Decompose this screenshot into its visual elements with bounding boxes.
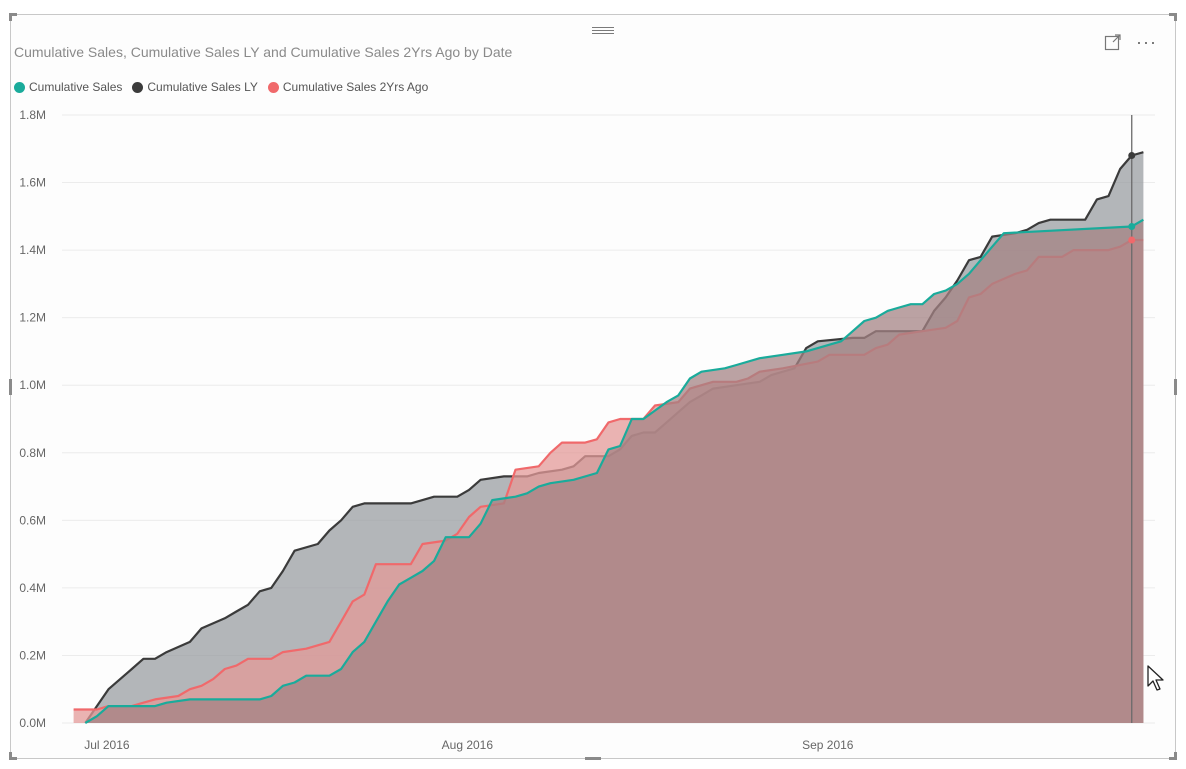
resize-handle-bottom-right[interactable]	[1169, 757, 1177, 760]
mouse-pointer-icon	[1147, 665, 1164, 691]
chart-legend: Cumulative Sales Cumulative Sales LY Cum…	[14, 80, 428, 94]
x-tick-label: Sep 2016	[802, 738, 854, 752]
y-tick-label: 1.8M	[19, 108, 46, 122]
focus-mode-icon[interactable]	[1104, 33, 1122, 51]
resize-handle-bottom-left[interactable]	[9, 757, 17, 760]
resize-handle-bottom-left-v[interactable]	[9, 752, 12, 760]
resize-handle-bottom[interactable]	[585, 757, 601, 760]
y-tick-label: 1.2M	[19, 311, 46, 325]
legend-dot-cumulative-sales-2yrs-ago	[267, 81, 279, 93]
x-tick-label: Jul 2016	[84, 738, 130, 752]
legend-item-cumulative-sales-2yrs-ago[interactable]: Cumulative Sales 2Yrs Ago	[267, 80, 429, 94]
y-tick-label: 0.8M	[19, 446, 46, 460]
legend-dot-cumulative-sales-ly	[132, 81, 144, 93]
resize-handle-top-left[interactable]	[9, 13, 17, 16]
hover-point-cumulative-sales-ly[interactable]	[1128, 152, 1136, 160]
resize-handle-left[interactable]	[9, 379, 12, 395]
legend-item-cumulative-sales[interactable]: Cumulative Sales	[14, 80, 122, 94]
y-tick-label: 0.6M	[19, 513, 46, 527]
resize-handle-top-right-v[interactable]	[1174, 13, 1177, 21]
y-tick-label: 1.0M	[19, 378, 46, 392]
x-tick-label: Aug 2016	[442, 738, 494, 752]
line-cumulative-sales[interactable]	[84, 218, 1144, 724]
y-tick-label: 0.4M	[19, 581, 46, 595]
legend-item-cumulative-sales-ly[interactable]: Cumulative Sales LY	[132, 80, 258, 94]
legend-label: Cumulative Sales LY	[147, 80, 258, 94]
legend-label: Cumulative Sales 2Yrs Ago	[282, 80, 429, 94]
resize-handle-right[interactable]	[1174, 379, 1177, 395]
legend-label: Cumulative Sales	[29, 80, 123, 94]
resize-handle-bottom-right-v[interactable]	[1174, 752, 1177, 760]
legend-dot-cumulative-sales	[14, 81, 25, 93]
resize-handle-top-right[interactable]	[1169, 13, 1177, 16]
y-tick-label: 0.0M	[19, 716, 46, 730]
area-cumulative-sales	[85, 219, 1144, 723]
visual-header-icons: ···	[1104, 33, 1157, 51]
more-options-icon[interactable]: ···	[1136, 32, 1157, 52]
hover-point-cumulative-sales-2yrs-ago[interactable]	[1128, 236, 1136, 244]
y-tick-label: 0.2M	[19, 648, 46, 662]
y-tick-label: 1.6M	[19, 176, 46, 190]
drag-grip-icon[interactable]	[592, 25, 614, 35]
hover-point-cumulative-sales[interactable]	[1128, 222, 1136, 230]
resize-handle-top-left-v[interactable]	[9, 13, 12, 21]
y-tick-label: 1.4M	[19, 243, 46, 257]
chart-title: Cumulative Sales, Cumulative Sales LY an…	[14, 44, 513, 60]
